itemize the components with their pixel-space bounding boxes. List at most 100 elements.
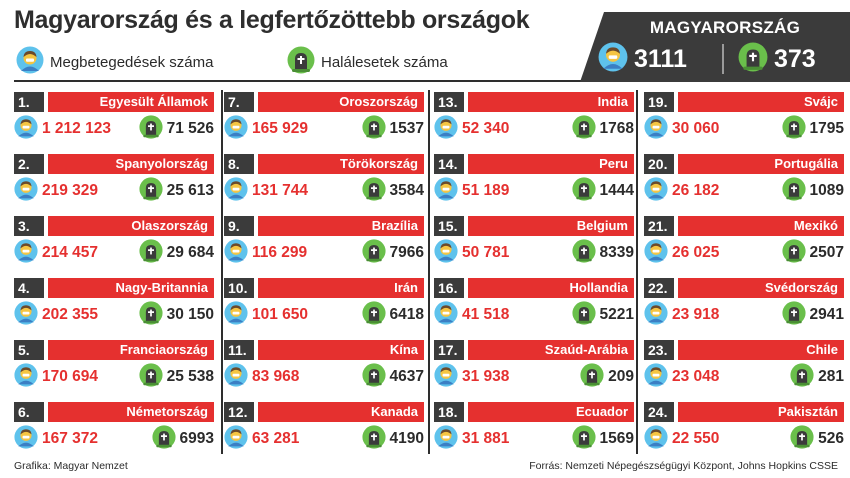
person-icon (434, 300, 458, 330)
country-grid: 1. Egyesült Államok 1 212 123 (14, 90, 844, 454)
country-card: 7. Oroszország 165 929 (224, 90, 424, 144)
country-column: 13. India 52 340 (434, 90, 634, 454)
deaths-value: 1089 (809, 182, 844, 199)
deaths-value: 3584 (389, 182, 424, 199)
country-stats: 22 550 526 (644, 424, 844, 454)
grave-icon (571, 176, 596, 206)
country-rank: 10. (224, 278, 254, 298)
deaths-value: 2941 (809, 306, 844, 323)
person-icon (224, 238, 248, 268)
deaths-value: 6418 (389, 306, 424, 323)
deaths-value: 8339 (599, 244, 634, 261)
country-name: Kína (258, 340, 424, 360)
deaths-group: 4637 (361, 362, 424, 392)
country-stats: 23 918 2941 (644, 300, 844, 328)
country-card: 9. Brazília 116 299 (224, 214, 424, 268)
grave-icon (139, 300, 163, 330)
hungary-cases: 3111 (598, 42, 687, 77)
country-rank: 21. (644, 216, 674, 236)
country-name: Mexikó (678, 216, 844, 236)
country-rank: 3. (14, 216, 44, 236)
hungary-divider (722, 44, 724, 74)
column-divider (636, 90, 638, 454)
country-rank: 13. (434, 92, 464, 112)
legend-deaths: Halálesetek száma (287, 46, 448, 79)
cases-value: 50 781 (462, 244, 510, 261)
person-icon (598, 42, 628, 77)
country-card: 6. Németország 167 372 (14, 400, 214, 454)
country-rank: 15. (434, 216, 464, 236)
cases-value: 22 550 (672, 430, 720, 447)
source-text: Forrás: Nemzeti Népegészségügyi Központ,… (529, 460, 838, 472)
deaths-group: 25 613 (139, 176, 214, 206)
country-rank: 7. (224, 92, 254, 112)
country-rank: 5. (14, 340, 44, 360)
grave-icon (361, 362, 386, 392)
country-name: Portugália (678, 154, 844, 174)
grave-icon (361, 424, 386, 454)
country-name: Svájc (678, 92, 844, 112)
grave-icon (790, 424, 814, 454)
country-name: Szaúd-Arábia (468, 340, 634, 360)
country-card: 8. Törökország 131 744 (224, 152, 424, 206)
deaths-group: 1089 (781, 176, 844, 206)
country-name: Pakisztán (678, 402, 844, 422)
country-name: Nagy-Britannia (48, 278, 214, 298)
cases-value: 101 650 (252, 306, 309, 323)
person-icon (224, 362, 248, 392)
deaths-group: 29 684 (139, 238, 214, 268)
deaths-group: 5221 (571, 300, 634, 330)
deaths-group: 6993 (151, 424, 214, 454)
grave-icon (781, 176, 806, 206)
country-stats: 52 340 1768 (434, 114, 634, 142)
country-name: Olaszország (48, 216, 214, 236)
person-icon (644, 176, 668, 206)
person-icon (644, 114, 668, 144)
country-name: Chile (678, 340, 844, 360)
deaths-value: 71 526 (166, 120, 214, 137)
country-rank: 4. (14, 278, 44, 298)
country-rank: 12. (224, 402, 254, 422)
deaths-group: 4190 (361, 424, 424, 454)
person-icon (434, 238, 458, 268)
country-card: 11. Kína 83 968 (224, 338, 424, 392)
country-name: Brazília (258, 216, 424, 236)
cases-value: 30 060 (672, 120, 720, 137)
cases-value: 214 457 (42, 244, 99, 261)
country-card: 16. Hollandia 41 518 (434, 276, 634, 330)
grave-icon (361, 176, 386, 206)
country-card: 15. Belgium 50 781 (434, 214, 634, 268)
country-rank: 23. (644, 340, 674, 360)
country-stats: 51 189 1444 (434, 176, 634, 206)
country-name: Ecuador (468, 402, 634, 422)
cases-value: 202 355 (42, 306, 99, 323)
country-stats: 50 781 8339 (434, 238, 634, 268)
credit-text: Grafika: Magyar Nemzet (14, 460, 128, 472)
deaths-group: 6418 (361, 300, 424, 330)
header-divider (14, 80, 604, 82)
cases-value: 63 281 (252, 430, 300, 447)
cases-value: 51 189 (462, 182, 510, 199)
country-stats: 23 048 281 (644, 362, 844, 392)
grave-icon (361, 238, 386, 268)
hungary-cases-value: 3111 (634, 45, 687, 73)
grave-icon (571, 424, 596, 454)
person-icon (14, 238, 38, 268)
country-name: India (468, 92, 634, 112)
legend-cases-label: Megbetegedések száma (50, 54, 214, 71)
deaths-group: 71 526 (139, 114, 214, 144)
legend-cases: Megbetegedések száma (16, 46, 213, 79)
country-rank: 2. (14, 154, 44, 174)
grave-icon (287, 46, 315, 79)
person-icon (644, 424, 668, 454)
country-stats: 31 938 209 (434, 362, 634, 390)
person-icon (644, 362, 668, 392)
country-rank: 14. (434, 154, 464, 174)
cases-value: 167 372 (42, 430, 99, 447)
country-stats: 63 281 4190 (224, 424, 424, 454)
cases-value: 26 025 (672, 244, 720, 261)
person-icon (14, 424, 38, 454)
grave-icon (151, 424, 176, 454)
grave-icon (139, 238, 163, 268)
deaths-group: 8339 (571, 238, 634, 268)
